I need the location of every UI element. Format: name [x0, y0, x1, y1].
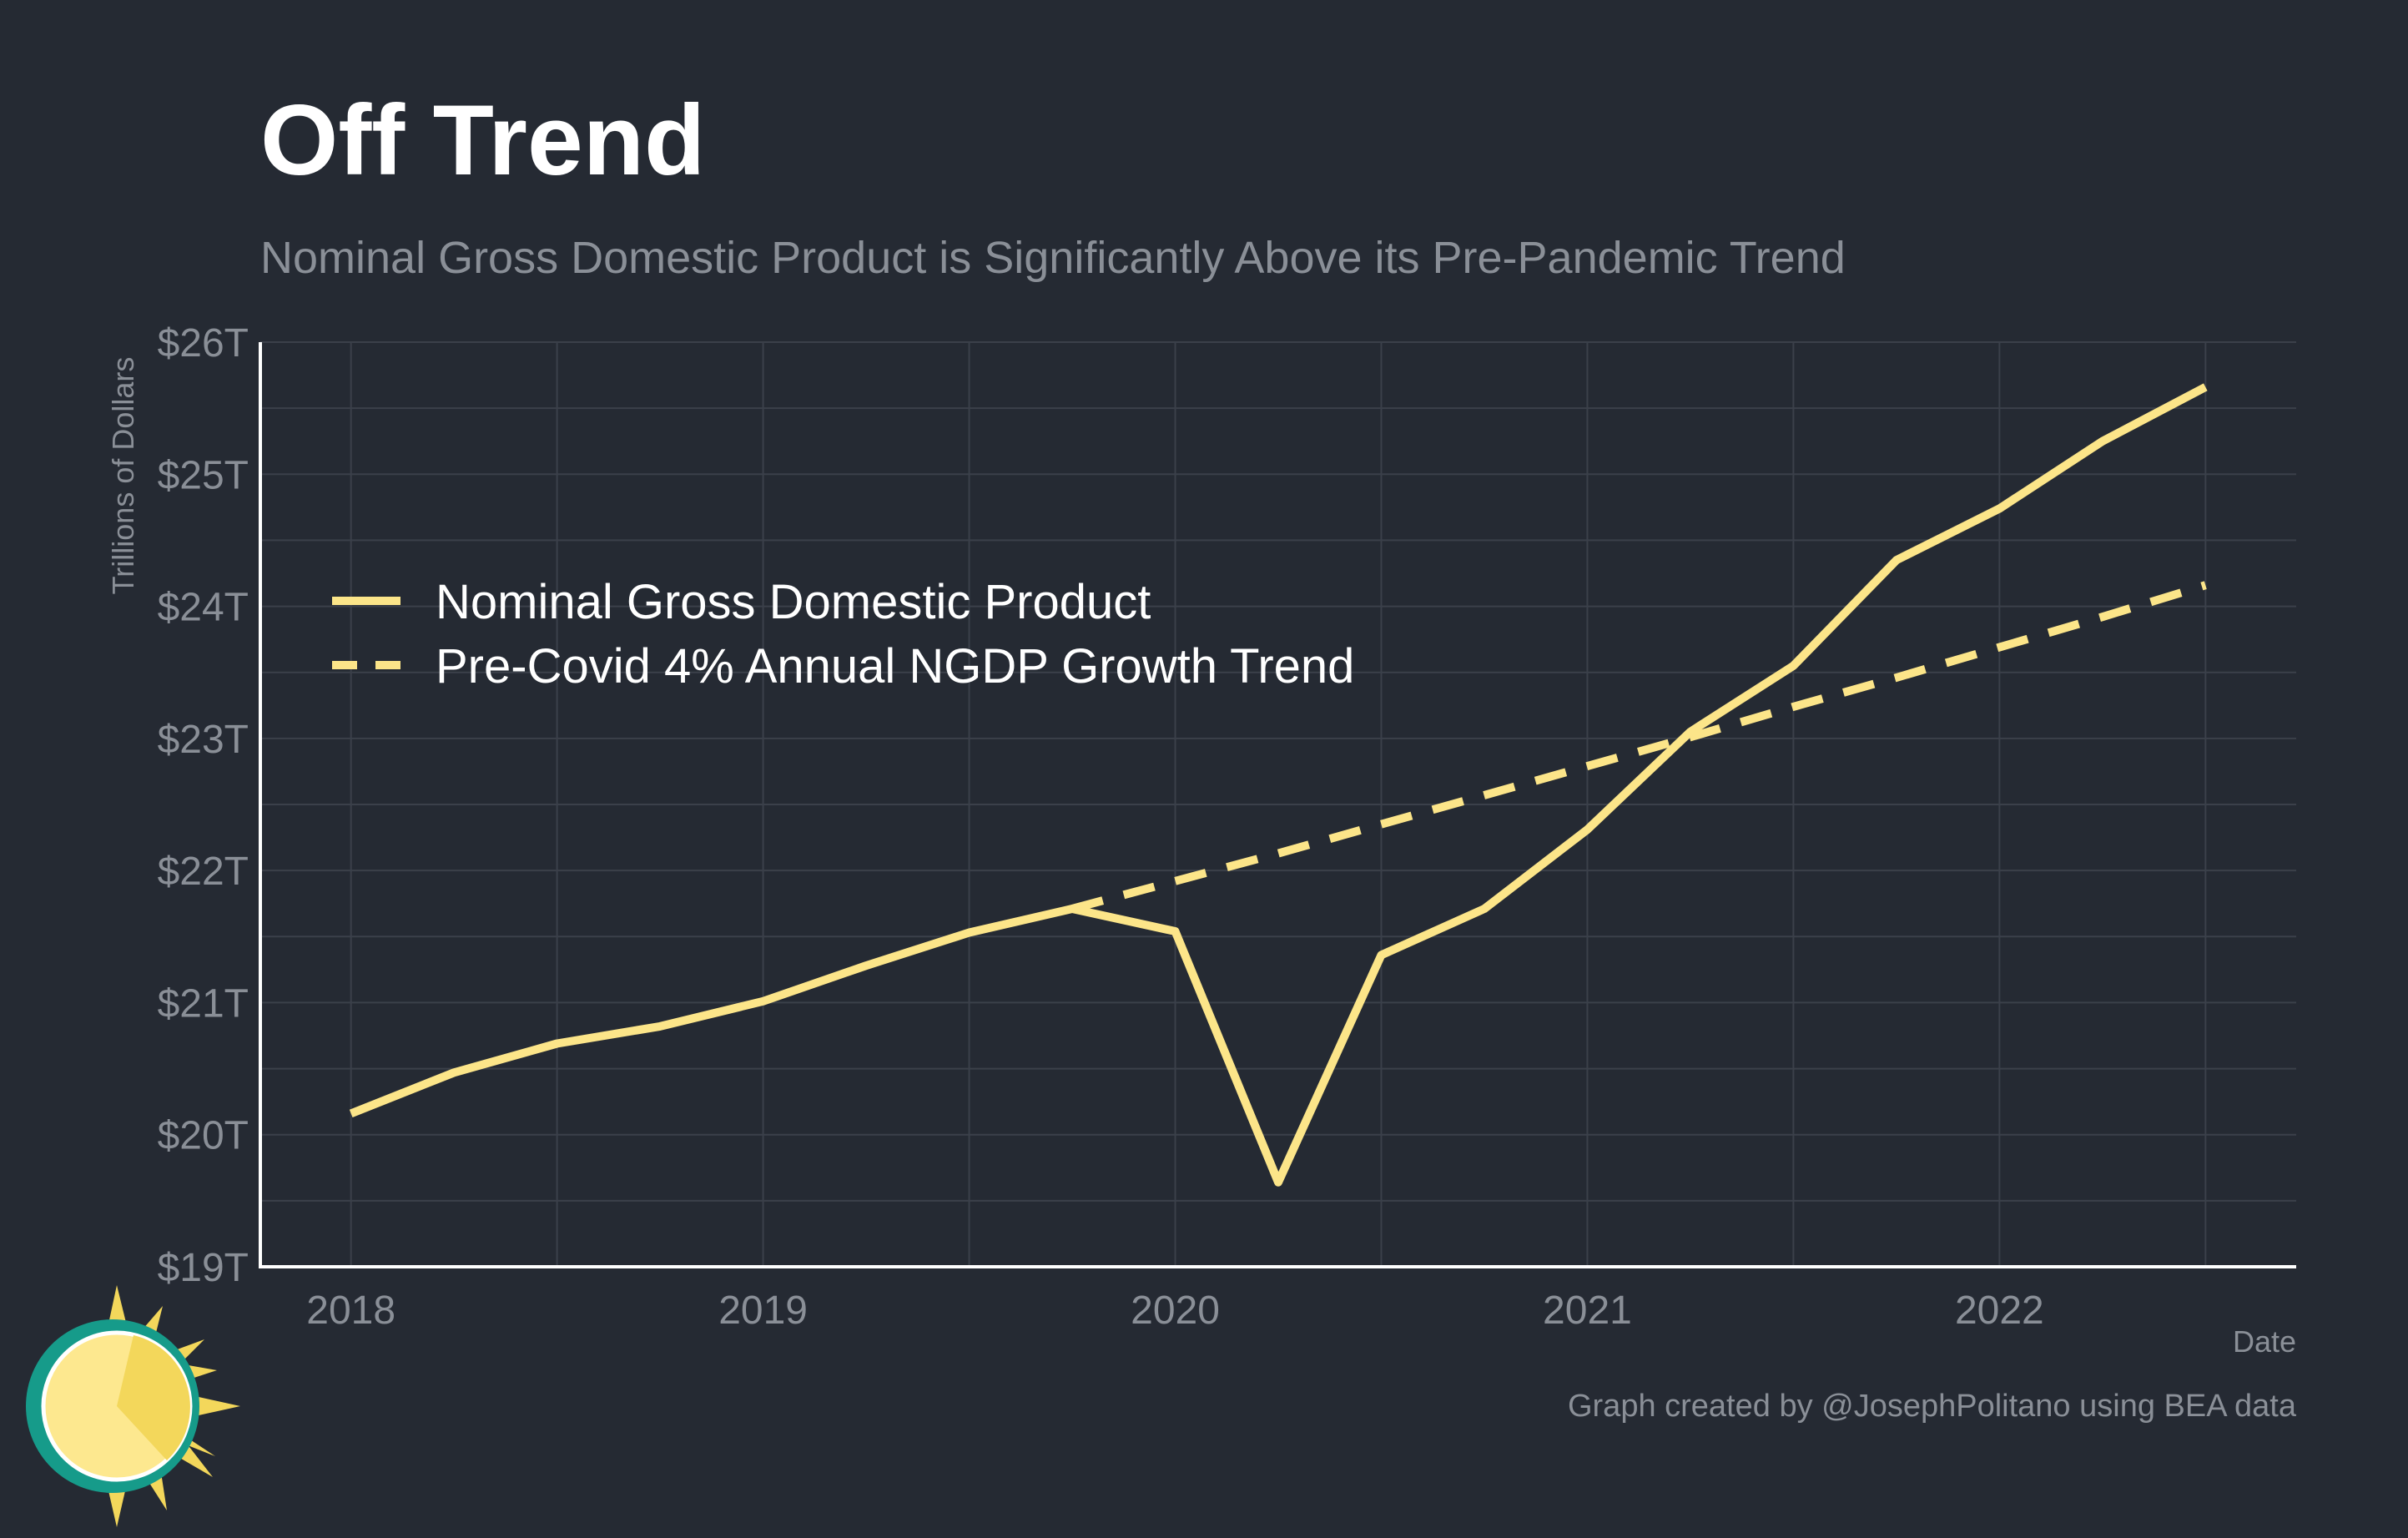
y-axis-label: Trillions of Dollars [106, 357, 140, 595]
series-layer [349, 383, 2208, 1187]
x-axis-label: Date [2233, 1324, 2296, 1359]
source-credit: Graph created by @JosephPolitano using B… [1567, 1389, 2296, 1424]
x-tick-label: 2018 [306, 1288, 395, 1333]
y-tick-label: $25T [158, 453, 249, 497]
y-tick-label: $26T [158, 321, 249, 366]
legend-label-ngdp: Nominal Gross Domestic Product [436, 575, 1151, 629]
x-tick-label: 2020 [1131, 1288, 1220, 1333]
sun-icon [26, 1285, 240, 1527]
y-tick-label: $19T [158, 1246, 249, 1290]
axes [259, 342, 2296, 1268]
legend: Nominal Gross Domestic Product Pre-Covid… [332, 575, 1354, 693]
legend-label-trend: Pre-Covid 4% Annual NGDP Growth Trend [436, 639, 1354, 693]
grid-lines [260, 341, 2296, 1267]
x-tick-label: 2022 [1955, 1288, 2044, 1333]
x-tick-label: 2019 [718, 1288, 808, 1333]
series-line-ngdp [349, 383, 2208, 1187]
chart-title: Off Trend [260, 84, 706, 196]
y-tick-label: $20T [158, 1114, 249, 1158]
y-tick-label: $21T [158, 981, 249, 1026]
series-line-trend [1071, 581, 2207, 913]
x-tick-label: 2021 [1543, 1288, 1632, 1333]
y-tick-label: $24T [158, 586, 249, 630]
chart-subtitle: Nominal Gross Domestic Product is Signif… [260, 233, 1846, 283]
tick-labels: $19T $20T $21T $22T $23T $24T $25T $26T 2018 2019… [158, 321, 2044, 1333]
y-tick-label: $22T [158, 850, 249, 894]
y-tick-label: $23T [158, 718, 249, 762]
